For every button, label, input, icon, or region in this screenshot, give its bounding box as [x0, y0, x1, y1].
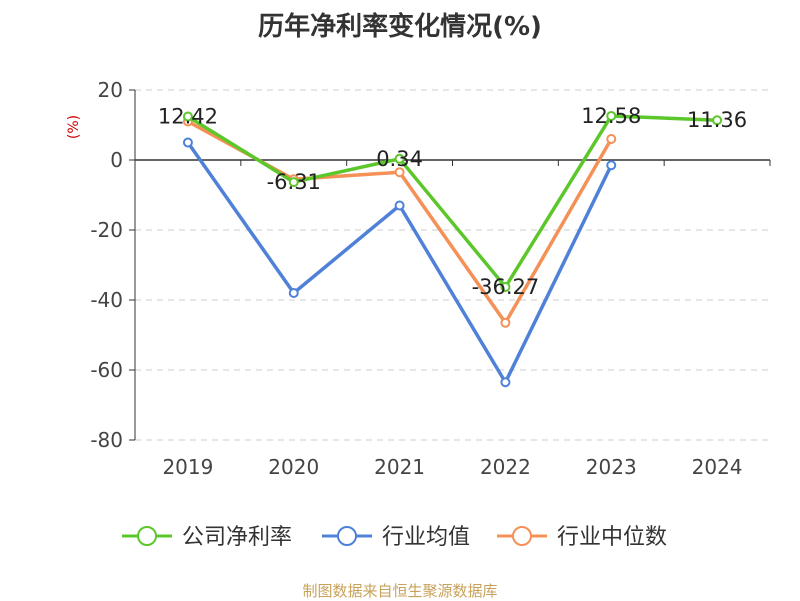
point-2-2023[interactable]	[606, 134, 617, 144]
y-tick-label-4: -60	[90, 358, 123, 382]
y-tick-label-0: 20	[98, 78, 123, 102]
point-0-2022[interactable]	[500, 281, 511, 292]
point-0-2019[interactable]	[182, 111, 193, 122]
data-label-2019: 12.42	[158, 105, 218, 129]
legend-label-1: 行业均值	[382, 525, 470, 550]
point-1-2020[interactable]	[288, 288, 299, 298]
chart-title: 历年净利率变化情况(%)	[258, 12, 542, 42]
point-2-2021[interactable]	[394, 167, 405, 178]
legend-label-0: 公司净利率	[182, 525, 292, 550]
data-label-2023: 12.58	[581, 104, 641, 128]
point-1-2022[interactable]	[500, 377, 511, 388]
point-0-2020[interactable]	[288, 177, 299, 188]
y-tick-label-2: -20	[90, 218, 123, 242]
point-0-2021[interactable]	[394, 153, 405, 164]
point-1-2019[interactable]	[182, 137, 193, 148]
legend-swatch-marker-0	[137, 526, 157, 546]
data-label-2020: -6.31	[267, 170, 321, 194]
data-label-2024: 11.36	[687, 108, 747, 132]
axes: 20 0 -20 -40 -60 -80 2019 2020 2021 2022 2023 2024 (…	[66, 78, 771, 479]
legend-item-0[interactable]: 公司净利率	[122, 525, 292, 550]
data-label-2021: 0.34	[376, 147, 423, 171]
point-0-2024[interactable]	[712, 115, 723, 126]
data-label-2022: -36.27	[472, 275, 540, 299]
x-tick-label-2020: 2020	[268, 455, 319, 479]
legend-swatch-marker-2	[512, 526, 532, 546]
point-1-2021[interactable]	[394, 200, 405, 211]
legend[interactable]: 公司净利率 行业均值 行业中位数	[122, 525, 667, 550]
x-tick-label-2023: 2023	[586, 455, 637, 479]
x-tick-label-2022: 2022	[480, 455, 531, 479]
point-0-2023[interactable]	[606, 110, 617, 121]
legend-item-1[interactable]: 行业均值	[322, 525, 470, 550]
point-2-2022[interactable]	[500, 317, 511, 328]
series-line-1	[186, 141, 613, 384]
legend-swatch-marker-1	[337, 526, 357, 546]
source-footer: 制图数据来自恒生聚源数据库	[302, 582, 498, 600]
series-line-0	[186, 114, 718, 289]
legend-item-2[interactable]: 行业中位数	[497, 525, 667, 550]
x-tick-label-2024: 2024	[692, 455, 743, 479]
x-tick-label-2021: 2021	[374, 455, 425, 479]
y-tick-label-1: 0	[110, 148, 123, 172]
y-tick-label-5: -80	[90, 428, 123, 452]
series-lines	[182, 110, 723, 388]
grid-lines	[135, 89, 770, 441]
y-axis-label: (%)	[66, 115, 82, 139]
x-tick-label-2019: 2019	[162, 455, 213, 479]
y-tick-label-3: -40	[90, 288, 123, 312]
point-1-2023[interactable]	[606, 160, 617, 171]
data-labels: 12.42 -6.31 0.34 -36.27 12.58 11.36	[158, 104, 747, 299]
legend-label-2: 行业中位数	[557, 525, 667, 550]
